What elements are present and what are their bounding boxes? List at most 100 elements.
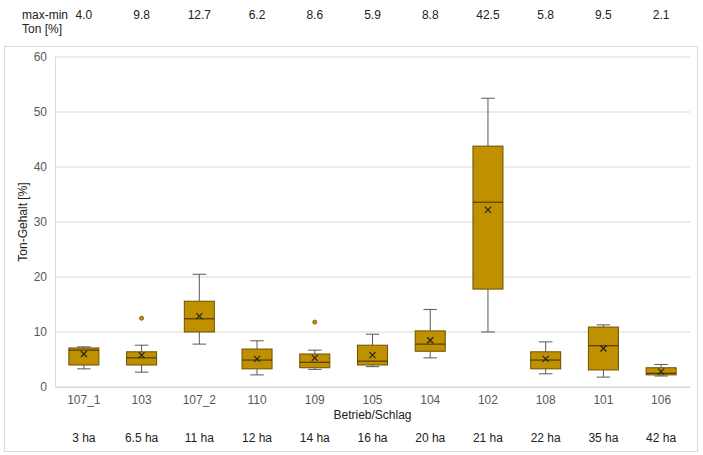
whisker-lower (141, 365, 142, 372)
x-tick: 107_1 (67, 387, 101, 407)
whisker-upper (257, 341, 258, 349)
median (588, 345, 618, 346)
box-group (127, 316, 157, 372)
x-tick-label: 101 (593, 393, 613, 407)
x-tick: 109 (305, 387, 325, 407)
whisker-cap-lower (423, 357, 437, 358)
mean-marker (427, 337, 433, 343)
whisker-lower (83, 365, 84, 369)
mean-marker (658, 369, 664, 375)
whisker-cap-upper (423, 309, 437, 310)
area-label: 22 ha (531, 431, 561, 445)
area-label: 16 ha (357, 431, 387, 445)
median (184, 318, 214, 319)
whisker-lower (603, 370, 604, 377)
box-group (184, 274, 214, 344)
x-tick: 101 (593, 387, 613, 407)
area-label: 21 ha (473, 431, 503, 445)
whisker-cap-lower (539, 373, 553, 374)
whisker-upper (314, 350, 315, 354)
box (415, 331, 445, 351)
y-tick: 30 (34, 215, 55, 229)
whisker-lower (545, 369, 546, 374)
whisker-cap-lower (597, 377, 611, 378)
whisker-upper (199, 274, 200, 301)
whisker-cap-lower (77, 368, 91, 369)
box-group (300, 320, 330, 369)
x-tick: 105 (362, 387, 382, 407)
whisker-cap-lower (135, 372, 149, 373)
boxes (69, 98, 676, 377)
y-tick: 60 (34, 50, 55, 64)
y-axis: 0102030405060 (34, 50, 56, 394)
x-tick-label: 109 (305, 393, 325, 407)
range-row: max-minTon [%]4.09.812.76.28.65.98.842.5… (22, 8, 670, 36)
y-tick-label: 60 (34, 50, 48, 64)
box-group (646, 364, 676, 376)
box (357, 345, 387, 365)
x-tick-label: 110 (247, 393, 266, 407)
whisker-cap-upper (654, 364, 668, 365)
whisker-cap-upper (250, 340, 264, 341)
whisker-upper (141, 345, 142, 352)
grid-line (55, 112, 690, 113)
median (69, 350, 99, 351)
x-axis-title: Betrieb/Schlag (333, 408, 411, 422)
box-group (531, 342, 561, 374)
whisker-cap-lower (654, 376, 668, 377)
outlier (140, 316, 144, 320)
grid (55, 57, 690, 387)
x-tick: 102 (478, 387, 498, 407)
box (646, 368, 676, 375)
area-label: 14 ha (300, 431, 330, 445)
whisker-upper (372, 334, 373, 345)
whisker-lower (257, 369, 258, 375)
whisker-upper (487, 98, 488, 146)
grid-line (55, 167, 690, 168)
range-row-title: Ton [%] (22, 22, 62, 36)
whisker-upper (430, 309, 431, 330)
mean-marker (600, 346, 606, 352)
x-tick: 110 (247, 387, 266, 407)
y-axis-line (55, 58, 56, 388)
x-axis: 107_1103107_2110109105104102108101106 (56, 387, 691, 407)
x-axis-line (56, 387, 691, 388)
median (646, 373, 676, 374)
range-value: 6.2 (249, 8, 266, 22)
area-row: 3 ha6.5 ha11 ha12 ha14 ha16 ha20 ha21 ha… (72, 431, 676, 445)
whisker-cap-upper (77, 346, 91, 347)
grid-line (55, 57, 690, 58)
whisker-upper (545, 342, 546, 352)
chart: 0102030405060107_1103107_211010910510410… (0, 0, 703, 455)
grid-line (55, 387, 690, 388)
x-tick-label: 105 (362, 393, 382, 407)
whisker-cap-upper (308, 350, 322, 351)
x-tick-label: 107_1 (67, 393, 101, 407)
box-group (415, 309, 445, 357)
y-tick-label: 50 (34, 105, 48, 119)
x-tick: 108 (536, 387, 556, 407)
range-value: 8.8 (422, 8, 439, 22)
y-tick-label: 30 (34, 215, 48, 229)
box-group (242, 341, 272, 375)
area-label: 11 ha (185, 431, 214, 445)
box-group (69, 347, 99, 369)
whisker-cap-lower (193, 344, 207, 345)
x-tick-label: 108 (536, 393, 556, 407)
mean-marker (254, 356, 260, 362)
y-tick-label: 0 (40, 380, 47, 394)
median (300, 362, 330, 363)
box-group (473, 98, 503, 332)
box (184, 301, 214, 332)
range-value: 9.5 (595, 8, 612, 22)
y-tick: 50 (34, 105, 55, 119)
y-tick-label: 20 (34, 270, 48, 284)
y-axis-title: Ton-Gehalt [%] (16, 182, 30, 261)
mean-marker (312, 355, 318, 361)
area-label: 42 ha (646, 431, 676, 445)
whisker-lower (199, 332, 200, 344)
mean-marker (81, 351, 87, 357)
box (69, 348, 99, 365)
whisker-cap-upper (366, 334, 380, 335)
x-tick-label: 104 (420, 393, 440, 407)
